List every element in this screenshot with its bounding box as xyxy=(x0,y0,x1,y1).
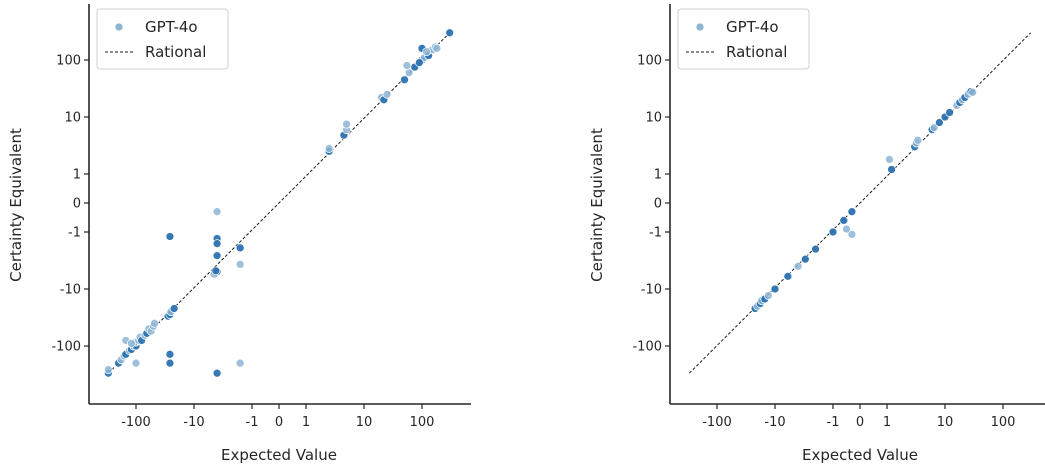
legend-label-gpt4o: GPT-4o xyxy=(726,18,779,36)
x-tick-label: 0 xyxy=(856,415,864,430)
x-tick-label: -100 xyxy=(702,415,732,430)
data-point xyxy=(342,119,351,129)
data-point xyxy=(127,339,136,348)
data-point xyxy=(968,88,978,97)
y-tick-label: 100 xyxy=(56,54,81,69)
x-tick-label: -10 xyxy=(764,415,785,430)
x-tick-label: 10 xyxy=(356,415,373,430)
data-point xyxy=(913,135,923,145)
x-tick-label: 1 xyxy=(302,415,310,430)
gpt4o-points xyxy=(103,28,455,378)
data-point xyxy=(839,216,849,225)
legend-marker-gpt4o xyxy=(695,22,705,32)
x-tick-label: 0 xyxy=(275,415,283,430)
data-point xyxy=(828,227,838,237)
legend-frame xyxy=(96,8,229,70)
gpt4o-points xyxy=(750,87,978,313)
y-tick-label: -1 xyxy=(68,226,81,241)
data-point xyxy=(811,244,820,254)
x-axis-title: Expected Value xyxy=(802,446,918,464)
y-axis-title: Certainty Equivalent xyxy=(588,128,606,282)
x-axis-title: Expected Value xyxy=(221,446,337,464)
data-point xyxy=(945,108,954,117)
data-point xyxy=(212,239,222,248)
y-tick-label: 0 xyxy=(73,197,81,212)
data-point xyxy=(235,358,245,368)
y-tick-label: -100 xyxy=(632,340,662,355)
data-point xyxy=(382,89,392,99)
y-tick-label: 100 xyxy=(637,54,662,69)
data-point xyxy=(929,123,939,133)
x-tick-label: -1 xyxy=(827,415,840,430)
data-point xyxy=(165,358,175,368)
data-point xyxy=(783,272,793,281)
y-tick-label: -1 xyxy=(649,226,662,241)
data-point xyxy=(400,75,409,85)
y-tick-label: 1 xyxy=(654,168,662,183)
data-point xyxy=(169,304,179,313)
chart-panel-left: -100 -10 -1 0 1 10 100-100-10-10110100Expected… xyxy=(7,4,471,464)
y-tick-label: -100 xyxy=(51,340,81,355)
chart-panel-right: -100 -10 -1 0 1 10 100-100-10-10110100Expected… xyxy=(588,4,1045,464)
x-tick-label: -100 xyxy=(121,415,151,430)
data-point xyxy=(764,291,773,300)
x-tick-label: 1 xyxy=(883,415,891,430)
legend: GPT-4o Rational xyxy=(677,8,810,70)
data-point xyxy=(885,155,894,164)
y-axis-title: Certainty Equivalent xyxy=(7,128,25,282)
x-tick-label: -10 xyxy=(183,415,204,430)
y-tick-label: -10 xyxy=(60,283,81,298)
data-point xyxy=(847,230,857,239)
legend-label-gpt4o: GPT-4o xyxy=(145,18,198,36)
y-tick-label: -10 xyxy=(641,283,662,298)
rational-line xyxy=(688,32,1032,374)
data-point xyxy=(445,28,455,38)
data-point xyxy=(842,224,851,234)
legend-label-rational: Rational xyxy=(726,43,787,61)
x-tick-label: 100 xyxy=(991,415,1016,430)
x-tick-label: -1 xyxy=(246,415,259,430)
data-point xyxy=(847,207,857,217)
legend: GPT-4o Rational xyxy=(96,8,229,70)
y-tick-label: 10 xyxy=(645,111,662,126)
data-point xyxy=(212,368,222,378)
legend-frame xyxy=(677,8,810,70)
data-point xyxy=(887,165,896,174)
x-tick-label: 10 xyxy=(937,415,954,430)
data-point xyxy=(793,261,803,271)
legend-label-rational: Rational xyxy=(145,43,206,61)
data-point xyxy=(103,365,113,375)
y-tick-label: 10 xyxy=(64,111,81,126)
data-point xyxy=(935,118,944,127)
data-point xyxy=(235,260,245,269)
data-point xyxy=(131,358,141,368)
data-point xyxy=(212,251,222,261)
rational-line xyxy=(107,32,451,374)
data-point xyxy=(212,207,222,217)
data-point xyxy=(211,266,221,276)
data-point xyxy=(422,47,431,57)
y-tick-label: 0 xyxy=(654,197,662,212)
data-point xyxy=(235,243,245,253)
data-point xyxy=(432,44,442,53)
data-point xyxy=(800,254,810,264)
legend-marker-gpt4o xyxy=(114,22,124,32)
data-point xyxy=(402,61,412,70)
data-point xyxy=(414,58,424,67)
x-tick-label: 100 xyxy=(410,415,435,430)
data-point xyxy=(770,284,780,294)
data-point xyxy=(165,349,175,359)
data-point xyxy=(324,144,334,153)
data-point xyxy=(150,318,159,328)
y-tick-label: 1 xyxy=(73,168,81,183)
data-point xyxy=(165,232,175,241)
